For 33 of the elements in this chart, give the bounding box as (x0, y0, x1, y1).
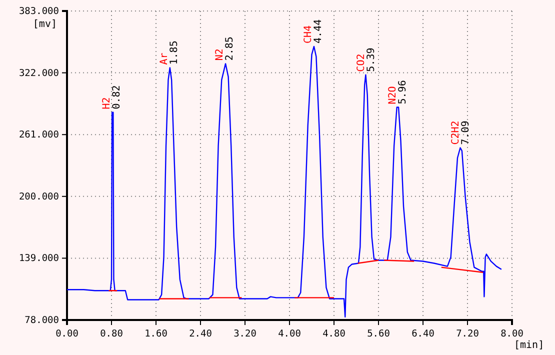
x-tick-label: 4.00 (278, 328, 302, 340)
y-tick-label: 78.000 (24, 315, 60, 326)
x-tick-label: 3.20 (234, 328, 257, 340)
annotation: 7.09 (460, 120, 472, 145)
y-tick-label: 261.000 (18, 130, 60, 141)
x-tick-label: 7.20 (456, 328, 480, 340)
x-tick-label: 0.00 (56, 328, 79, 340)
x-tick-label: 1.60 (144, 328, 168, 340)
y-tick-label: 200.000 (18, 191, 60, 202)
annotation: CH4 (302, 25, 314, 44)
annotation: C2H2 (450, 120, 462, 145)
x-tick-label: 0.80 (100, 328, 124, 340)
y-tick-label: 383.000 (18, 6, 60, 18)
x-tick-label: 6.40 (412, 328, 435, 340)
y-axis-title: [mv] (32, 19, 57, 30)
x-tick-label: 8.00 (500, 328, 524, 340)
y-tick-label: 139.000 (18, 253, 60, 264)
annotation: 2.85 (224, 36, 236, 61)
annotation: 4.44 (312, 19, 324, 44)
x-axis-title: [min] (514, 340, 544, 351)
annotation: 1.85 (168, 40, 180, 65)
annotation: 5.96 (398, 80, 409, 104)
y-tick-label: 322.000 (18, 68, 60, 79)
x-tick-label: 2.40 (189, 328, 212, 340)
annotation: H2 (102, 97, 113, 110)
annotation: Ar (158, 52, 170, 65)
x-tick-label: 4.80 (322, 328, 346, 340)
annotation: 5.39 (366, 48, 377, 72)
annotation: 0.82 (112, 85, 123, 110)
annotation: N2O (388, 86, 399, 104)
annotation: N2 (214, 48, 226, 61)
x-tick-label: 5.60 (367, 328, 390, 340)
annotation: CO2 (356, 54, 367, 72)
